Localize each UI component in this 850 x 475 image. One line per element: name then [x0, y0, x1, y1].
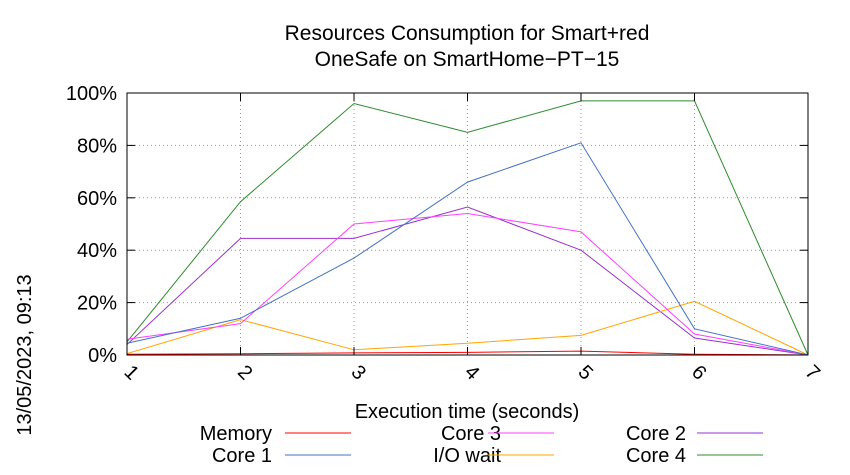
- y-tick-label: 60%: [77, 188, 117, 210]
- x-tick-label: 7: [801, 361, 824, 384]
- series-line-core-1: [126, 142, 809, 356]
- series-line-i-o-wait: [126, 300, 809, 356]
- x-axis-label: Execution time (seconds): [355, 401, 580, 423]
- legend-label: Memory: [200, 423, 272, 445]
- series-line-core-2: [126, 206, 809, 356]
- x-tick-label: 4: [460, 361, 483, 384]
- y-tick-label: 20%: [77, 293, 117, 315]
- x-tick-label: 6: [687, 361, 710, 384]
- y-axis-ticks: 0% 20% 40% 60% 80% 100%: [66, 83, 808, 367]
- chart-subtitle: OneSafe on SmartHome−PT−15: [315, 48, 620, 71]
- x-tick-label: 2: [233, 361, 256, 384]
- timestamp: 13/05/2023, 09:13: [14, 274, 36, 435]
- y-tick-label: 40%: [77, 240, 117, 262]
- y-tick-label: 100%: [66, 83, 117, 105]
- legend-label: I/O wait: [433, 445, 501, 467]
- series-line-core-3: [126, 212, 809, 356]
- legend-label: Core 4: [626, 445, 686, 467]
- legend-label: Core 1: [212, 445, 272, 467]
- series-line-core-4: [126, 100, 809, 356]
- series-lines: [126, 100, 809, 356]
- x-tick-label: 3: [347, 361, 370, 384]
- gridlines: [127, 93, 808, 355]
- x-axis-ticks: 1 2 3 4 5 6 7: [120, 93, 824, 384]
- legend-label: Core 3: [441, 423, 501, 445]
- x-tick-label: 1: [120, 361, 143, 384]
- x-tick-label: 5: [574, 361, 597, 384]
- y-tick-label: 80%: [77, 135, 117, 157]
- chart-title: Resources Consumption for Smart+red: [285, 22, 650, 45]
- y-tick-label: 0%: [88, 345, 117, 367]
- legend-label: Core 2: [626, 423, 686, 445]
